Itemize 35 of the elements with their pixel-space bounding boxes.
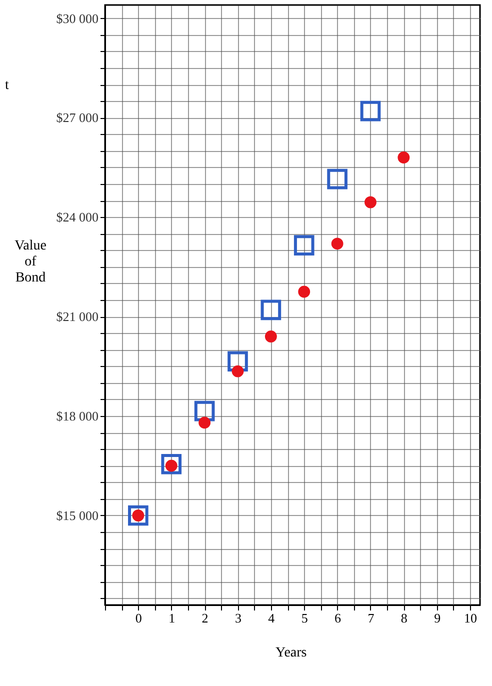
x-tick-label: 3 (234, 610, 242, 626)
x-tick-label: 9 (434, 610, 441, 626)
y-axis-title: Value of Bond (14, 238, 46, 286)
y-tick-label: $21 000 (56, 309, 98, 324)
point (260, 300, 282, 320)
point (327, 168, 348, 190)
x-tick-label: 4 (268, 610, 276, 626)
y-tick-label: $30 000 (56, 10, 98, 26)
x-axis-title: Years (276, 646, 307, 660)
point (360, 100, 381, 122)
x-tick-label: 5 (301, 610, 308, 626)
point (331, 238, 344, 250)
point (364, 196, 376, 208)
point (264, 330, 277, 342)
point (298, 286, 310, 298)
point (398, 152, 410, 164)
point (232, 365, 244, 378)
point (128, 505, 148, 526)
text: t (5, 78, 9, 93)
x-tick-label: 1 (168, 610, 176, 626)
y-tick-label: $24 000 (56, 210, 98, 225)
y-tick-label: $18 000 (56, 408, 98, 424)
point (198, 416, 211, 429)
x-tick-label: 2 (202, 610, 208, 626)
point (228, 351, 248, 372)
y-tick-label: $15 000 (56, 508, 98, 523)
x-tick-label: 7 (368, 610, 375, 626)
x-tick-label: 6 (334, 610, 342, 626)
y-tick-label: $27 000 (56, 110, 98, 126)
x-tick-label: 10 (464, 610, 478, 626)
point (194, 400, 215, 422)
point (294, 235, 314, 256)
point (161, 454, 182, 474)
x-tick-label: 0 (135, 610, 142, 626)
x-tick-label: 8 (400, 610, 408, 626)
